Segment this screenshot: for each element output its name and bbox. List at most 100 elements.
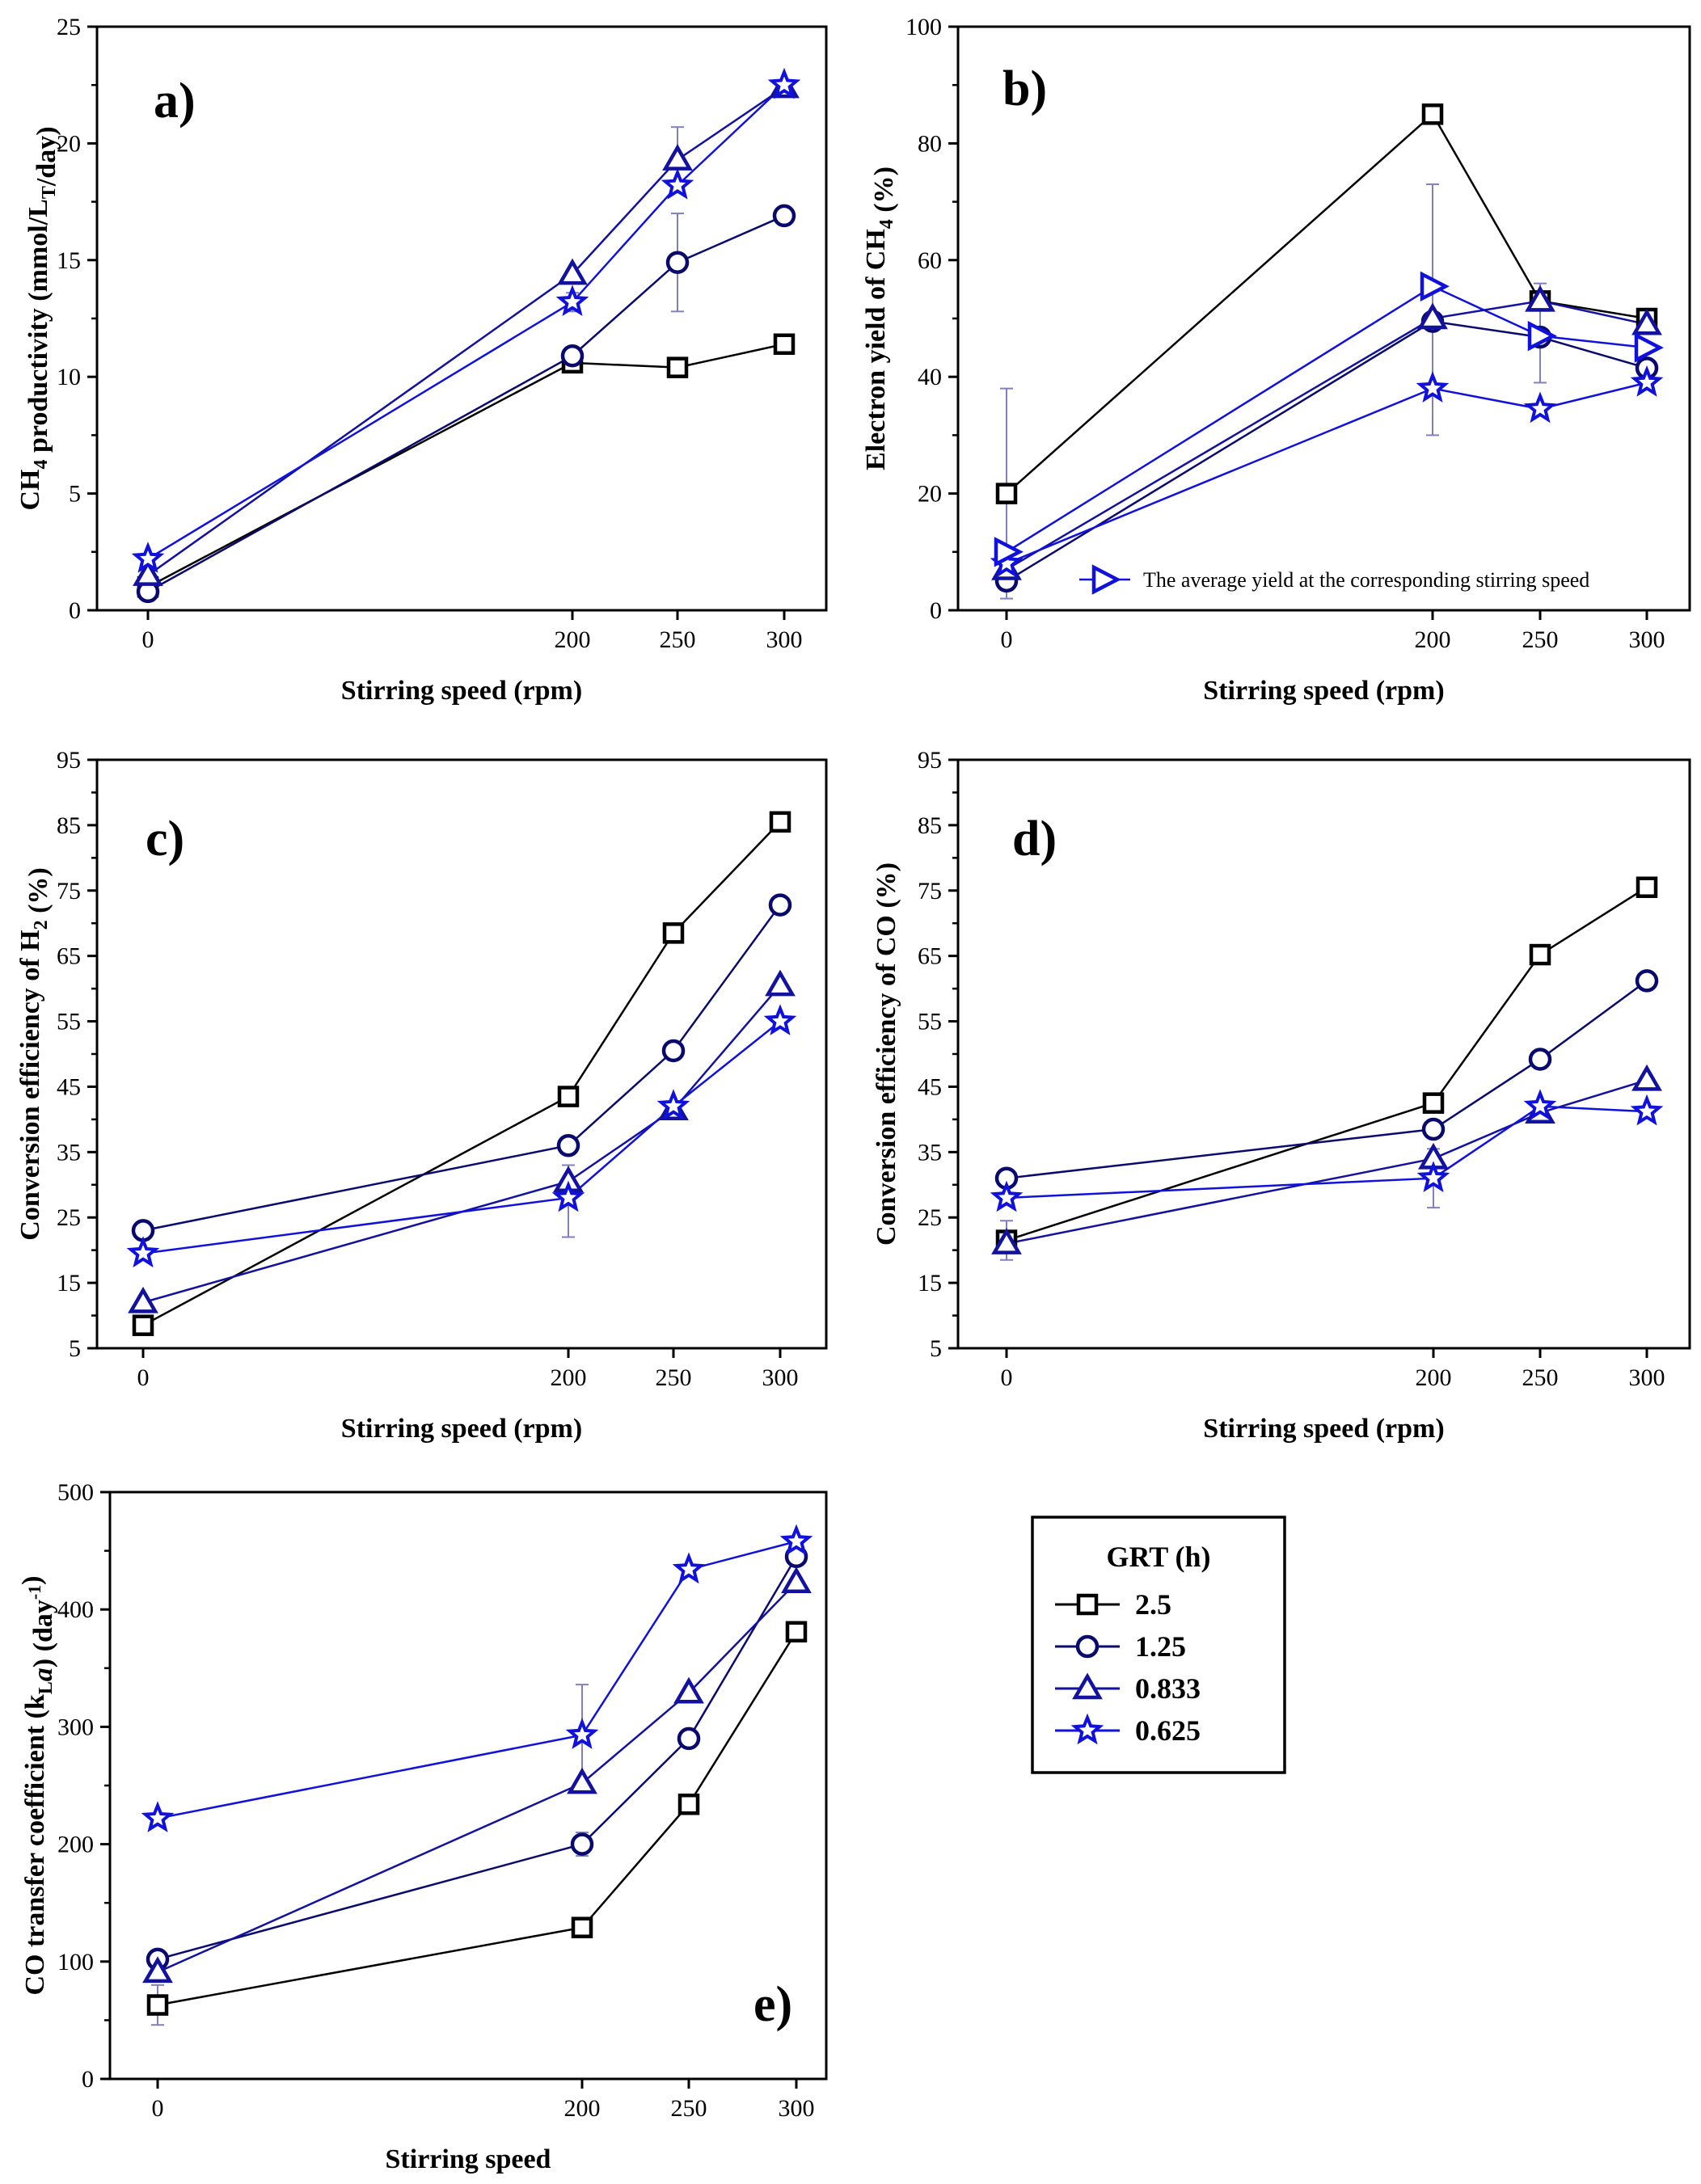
data-point-0.833 (133, 559, 163, 586)
data-point-0.833 (128, 1286, 158, 1313)
chart-panel-c: 5 15 25 35 45 55 65 75 85 95 0 200 250 300 Stirring sp… (15, 747, 828, 1444)
data-point-1.25 (772, 204, 796, 228)
data-point-0.833 (1631, 1064, 1662, 1091)
y-tick-label: 75 (57, 878, 81, 904)
y-tick-label: 85 (57, 812, 81, 839)
x-tick-label: 300 (762, 1364, 799, 1391)
data-point-1.25 (560, 344, 585, 368)
data-point-0.625 (1523, 1089, 1557, 1121)
data-point-0.833 (142, 1956, 173, 1984)
x-axis-title: Stirring speed (rpm) (341, 1414, 582, 1444)
legend-marker-0.833 (1072, 1672, 1103, 1700)
data-point-0.833 (557, 258, 588, 285)
data-point-0.625 (779, 1524, 813, 1556)
series-line-2.5 (147, 343, 785, 588)
series-line-0.833 (147, 86, 785, 576)
data-point-0.833 (673, 1676, 704, 1704)
legend-label-0.833: 0.833 (1135, 1672, 1201, 1705)
data-point-1.25 (665, 251, 690, 274)
data-point-average (994, 537, 1024, 567)
y-tick-label: 80 (918, 130, 942, 157)
y-axis-title: Conversion efficiency of H2 (%) (15, 867, 53, 1240)
legend-label-2.5: 2.5 (1135, 1588, 1171, 1621)
chart-panel-d: 5 15 25 35 45 55 65 75 85 95 0 200 250 300 Stirring sp… (872, 747, 1691, 1444)
series-line-0.833 (157, 1581, 797, 1974)
x-tick-label: 250 (656, 1364, 692, 1391)
data-point-1.25 (556, 1133, 580, 1157)
x-tick-label: 200 (1415, 626, 1451, 653)
data-point-0.833 (781, 1566, 812, 1594)
data-point-1.25 (1635, 969, 1659, 993)
data-point-0.625 (1630, 1094, 1664, 1126)
data-point-0.625 (672, 1552, 706, 1584)
chart-panel-e: 0 100 200 300 400 500 0 200 250 300 Stirring speed… (17, 1479, 828, 2174)
data-point-2.5 (769, 811, 791, 833)
series-line-1.25 (157, 1556, 798, 1961)
y-tick-label: 25 (918, 1204, 942, 1231)
x-tick-label: 300 (1629, 626, 1665, 653)
data-point-2.5 (785, 1621, 808, 1643)
series-line-0.625 (147, 84, 785, 560)
series-line-1.25 (1006, 980, 1648, 1179)
data-point-0.625 (126, 1236, 160, 1268)
y-tick-label: 85 (918, 812, 942, 839)
legend-title: GRT (h) (1106, 1541, 1210, 1573)
average-legend-marker (1091, 564, 1121, 595)
data-point-2.5 (1636, 876, 1658, 898)
legend-marker-1.25 (1075, 1634, 1100, 1659)
data-point-0.625 (131, 542, 165, 573)
data-point-1.25 (661, 1039, 686, 1063)
data-point-2.5 (662, 922, 685, 944)
data-point-0.833 (1417, 302, 1448, 330)
data-point-1.25 (570, 1832, 594, 1856)
plot-frame (108, 1490, 828, 2081)
data-point-0.625 (1630, 365, 1664, 397)
data-point-average (1527, 320, 1557, 352)
plot-frame (95, 758, 828, 1350)
data-point-2.5 (571, 1916, 593, 1938)
legend-label-0.625: 0.625 (1135, 1714, 1201, 1747)
series-line-2.5 (1006, 886, 1648, 1242)
y-tick-label: 200 (57, 1832, 94, 1858)
series-line-0.833 (1006, 300, 1648, 571)
y-tick-label: 55 (57, 1009, 81, 1035)
panel-letter: a) (154, 74, 196, 129)
y-tick-label: 5 (69, 1335, 81, 1362)
series-line-0.625 (142, 1020, 781, 1254)
x-tick-label: 200 (564, 2095, 601, 2122)
series-line-average (1006, 285, 1648, 553)
x-axis-title: Stirring speed (rpm) (1203, 1414, 1444, 1444)
y-tick-label: 40 (918, 364, 942, 390)
x-tick-label: 0 (1001, 1364, 1013, 1391)
data-point-2.5 (995, 483, 1018, 504)
data-point-1.25 (768, 893, 792, 917)
data-point-0.625 (1416, 371, 1450, 403)
x-tick-label: 0 (152, 2095, 164, 2122)
data-point-0.625 (551, 1180, 585, 1212)
chart-panel-b: 0 20 40 60 80 100 0 200 250 300 Stirring speed (rp… (861, 14, 1691, 706)
y-axis-title: Electron yield of CH4 (%) (861, 167, 899, 470)
data-point-2.5 (1529, 943, 1551, 966)
y-tick-label: 0 (69, 597, 81, 624)
data-point-0.833 (765, 969, 796, 997)
y-tick-label: 100 (905, 14, 942, 40)
data-point-2.5 (773, 333, 796, 356)
data-point-2.5 (677, 1793, 700, 1815)
y-axis-title: CH4 productivity (mmol/LT/day) (15, 126, 61, 510)
y-tick-label: 35 (57, 1139, 81, 1166)
panel-letter: e) (753, 1977, 792, 2032)
y-tick-label: 60 (918, 247, 942, 274)
data-point-0.625 (656, 1089, 690, 1121)
y-tick-label: 10 (57, 364, 81, 390)
data-point-average (1634, 332, 1664, 363)
y-tick-label: 65 (57, 943, 81, 970)
y-tick-label: 95 (57, 747, 81, 774)
y-axis-title: Conversion efficiency of CO (%) (872, 862, 901, 1246)
data-point-0.625 (565, 1718, 599, 1749)
y-tick-label: 95 (918, 747, 942, 774)
x-tick-label: 200 (551, 1364, 587, 1391)
y-tick-label: 100 (57, 1949, 94, 1975)
y-tick-label: 20 (918, 481, 942, 508)
data-point-0.833 (991, 1228, 1022, 1254)
